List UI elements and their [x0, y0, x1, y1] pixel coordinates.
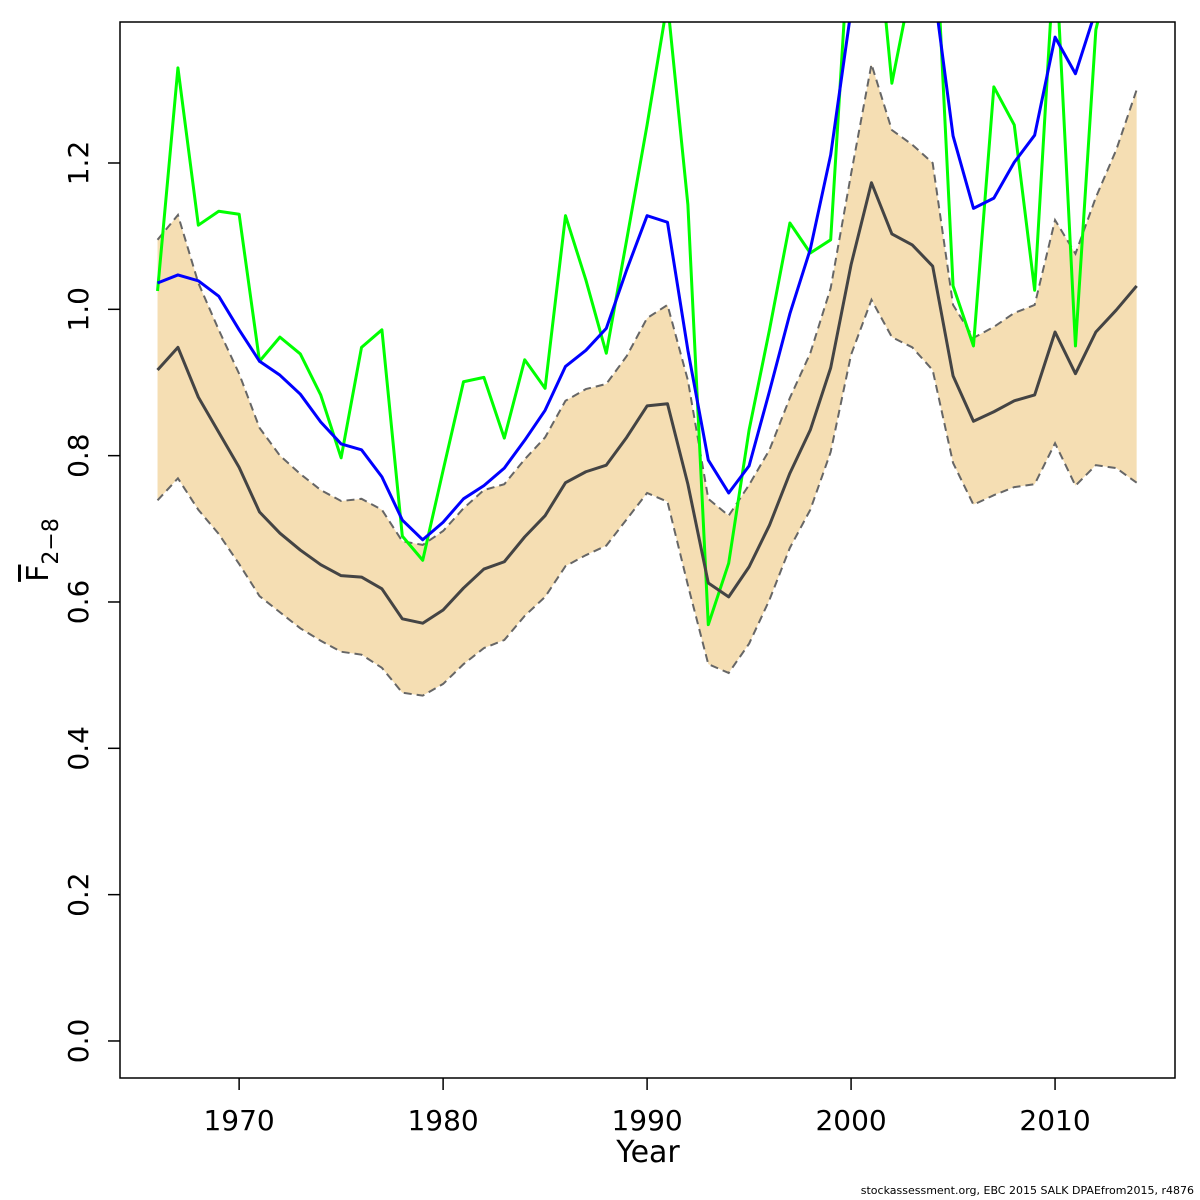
- band-edge: [156, 297, 1138, 697]
- y-label-main: F: [21, 565, 56, 582]
- y-tick-label: 1.0: [62, 287, 95, 332]
- y-tick-label: 0.0: [62, 1019, 95, 1064]
- x-tick-label: 2000: [815, 1104, 886, 1137]
- x-axis-label: Year: [615, 1135, 680, 1170]
- x-tick-label: 1970: [203, 1104, 274, 1137]
- y-tick-label: 0.4: [62, 726, 95, 771]
- x-tick-label: 2010: [1019, 1104, 1090, 1137]
- x-tick-label: 1990: [611, 1104, 682, 1137]
- y-tick-label: 1.2: [62, 141, 95, 186]
- y-tick-label: 0.2: [62, 872, 95, 917]
- x-tick-label: 1980: [407, 1104, 478, 1137]
- y-tick-label: 0.8: [62, 433, 95, 478]
- series-line: [156, 22, 1094, 542]
- footer: stockassessment.org, EBC 2015 SALK DPAEf…: [861, 1184, 1194, 1197]
- confidence-band: [157, 64, 1137, 696]
- series-line: [156, 181, 1138, 625]
- y-axis-label: F2−8: [21, 518, 64, 582]
- y-tick-label: 0.6: [62, 580, 95, 625]
- y-label-subscript: 2−8: [39, 518, 64, 564]
- plot-area: [156, 22, 1138, 697]
- series-line: [156, 22, 1100, 627]
